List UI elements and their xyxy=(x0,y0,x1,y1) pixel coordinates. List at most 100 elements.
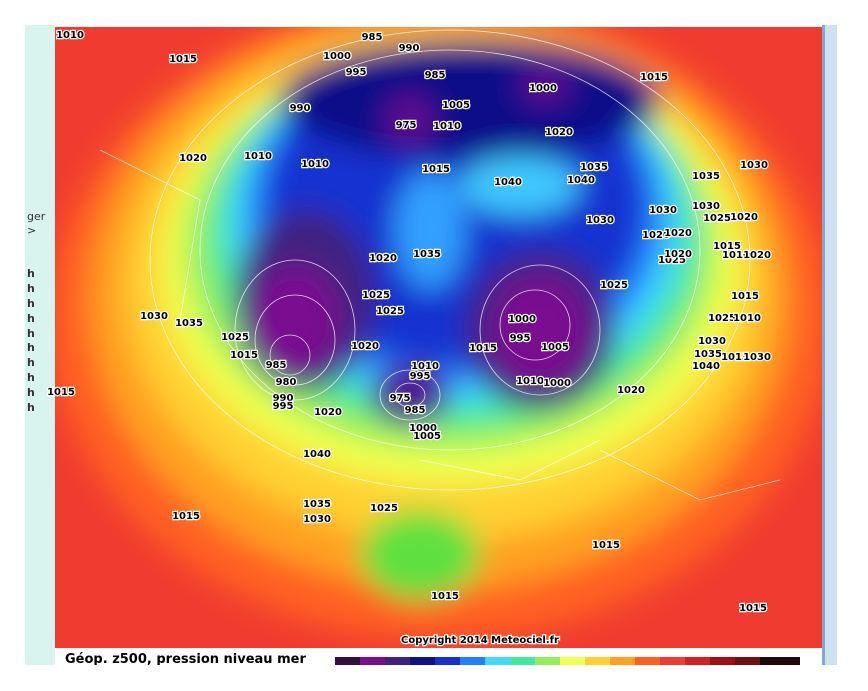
isobar-label: 1015 xyxy=(47,387,75,398)
isobar-label: 1030 xyxy=(743,352,771,363)
isobar-label: 1015 xyxy=(739,603,767,614)
isobar-label: 1000 xyxy=(508,314,536,325)
isobar-label: 1015 xyxy=(172,511,200,522)
sidebar-text: h xyxy=(27,327,35,340)
isobar-label: 1000 xyxy=(409,423,437,434)
isobar-label: 1030 xyxy=(303,514,331,525)
isobar-label: 1030 xyxy=(586,215,614,226)
isobar-label: 1035 xyxy=(303,499,331,510)
isobar-label: 990 xyxy=(273,393,294,404)
isobar-label: 1015 xyxy=(469,343,497,354)
sidebar-text: > xyxy=(27,224,37,237)
isobar-label: 1015 xyxy=(721,352,749,363)
isobar-label: 1010 xyxy=(722,250,750,261)
isobar-label: 1015 xyxy=(422,164,450,175)
isobar-label: 1030 xyxy=(740,160,768,171)
isobar-label: 1035 xyxy=(692,171,720,182)
sidebar-text: h xyxy=(27,267,35,280)
sidebar-text: h xyxy=(27,282,35,295)
isobar-label: 1010 xyxy=(56,30,84,41)
isobar-label: 1025 xyxy=(708,313,736,324)
isobar-label: 1000 xyxy=(543,378,571,389)
isobar-label: 1035 xyxy=(413,249,441,260)
isobar-label: 1020 xyxy=(617,385,645,396)
isobar-label: 1030 xyxy=(692,201,720,212)
isobar-label: 1020 xyxy=(369,253,397,264)
copyright: Copyright 2014 Meteociel.fr xyxy=(401,635,559,646)
isobar-label: 1020 xyxy=(179,153,207,164)
isobar-label: 1025 xyxy=(370,503,398,514)
right-border xyxy=(822,25,837,665)
isobar-label: 975 xyxy=(396,120,417,131)
isobar-label: 990 xyxy=(399,43,420,54)
sidebar: ger > h h h h h h h h h h xyxy=(25,25,55,665)
isobar-label: 995 xyxy=(346,67,367,78)
isobar-label: 1025 xyxy=(376,306,404,317)
isobar-label: 1000 xyxy=(529,83,557,94)
isobar-label: 1020 xyxy=(743,250,771,261)
isobar-label: 1010 xyxy=(411,361,439,372)
isobar-label: 1030 xyxy=(649,205,677,216)
isobar-label: 1010 xyxy=(733,313,761,324)
isobar-label: 1005 xyxy=(413,431,441,442)
isobar-label: 1020 xyxy=(545,127,573,138)
sidebar-text: h xyxy=(27,386,35,399)
sidebar-text: ger xyxy=(27,210,46,223)
isobar-label: 1035 xyxy=(175,318,203,329)
isobar-label: 1015 xyxy=(731,291,759,302)
isobar-label: 1010 xyxy=(433,121,461,132)
isobar-label: 1020 xyxy=(664,249,692,260)
isobar-label: 1015 xyxy=(431,591,459,602)
isobar-label: 1025 xyxy=(703,213,731,224)
isobar-label: 1015 xyxy=(640,72,668,83)
sidebar-text: h xyxy=(27,341,35,354)
isobar-label: 995 xyxy=(410,371,431,382)
isobar-label: 1030 xyxy=(698,336,726,347)
sidebar-text: h xyxy=(27,356,35,369)
isobar-label: 1015 xyxy=(713,241,741,252)
isobar-label: 985 xyxy=(425,70,446,81)
isobar-label: 1040 xyxy=(692,361,720,372)
isobar-label: 1020 xyxy=(664,228,692,239)
isobar-label: 1015 xyxy=(592,540,620,551)
isobar-label: 1010 xyxy=(516,376,544,387)
isobar-label: 975 xyxy=(390,393,411,404)
sidebar-text: h xyxy=(27,371,35,384)
pressure-field xyxy=(55,27,822,648)
sidebar-text: h xyxy=(27,312,35,325)
isobar-label: 1020 xyxy=(730,212,758,223)
isobar-label: 1020 xyxy=(351,341,379,352)
isobar-label: 985 xyxy=(405,405,426,416)
isobar-label: 1010 xyxy=(301,159,329,170)
color-legend xyxy=(335,657,800,665)
isobar-label: 1035 xyxy=(694,349,722,360)
isobar-label: 1025 xyxy=(600,280,628,291)
isobar-label: 1040 xyxy=(494,177,522,188)
sidebar-text: h xyxy=(27,401,35,414)
isobar-label: 985 xyxy=(266,360,287,371)
map-title: Géop. z500, pression niveau mer xyxy=(65,652,306,665)
isobar-label: 1015 xyxy=(169,54,197,65)
isobar-label: 985 xyxy=(362,32,383,43)
isobar-label: 1015 xyxy=(230,350,258,361)
isobar-label: 1040 xyxy=(303,449,331,460)
isobar-label: 990 xyxy=(290,103,311,114)
isobar-label: 1035 xyxy=(580,162,608,173)
isobar-label: 1000 xyxy=(323,51,351,62)
isobar-label: 1025 xyxy=(362,290,390,301)
isobar-label: 995 xyxy=(273,401,294,412)
isobar-label: 1010 xyxy=(244,151,272,162)
isobar-label: 1020 xyxy=(642,230,670,241)
isobar-label: 1005 xyxy=(541,342,569,353)
isobar-label: 995 xyxy=(510,333,531,344)
isobar-label: 1025 xyxy=(658,255,686,266)
isobar-label: 980 xyxy=(276,377,297,388)
sidebar-text: h xyxy=(27,297,35,310)
isobar-label: 1020 xyxy=(314,407,342,418)
isobar-label: 1030 xyxy=(140,311,168,322)
isobar-label: 1025 xyxy=(221,332,249,343)
isobar-label: 1040 xyxy=(567,175,595,186)
isobar-label: 1005 xyxy=(442,100,470,111)
